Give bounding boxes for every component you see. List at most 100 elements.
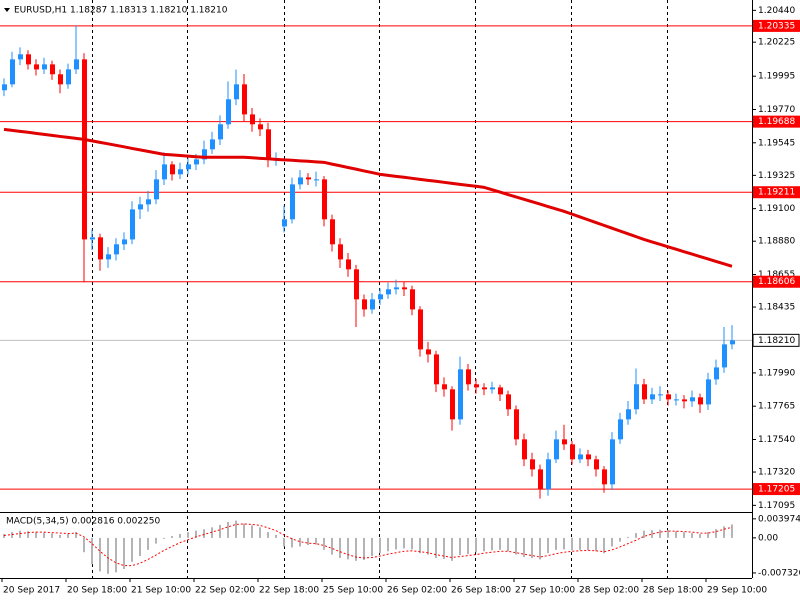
macd-bar xyxy=(307,537,309,546)
macd-bar xyxy=(99,537,101,572)
level-label-box xyxy=(753,115,800,128)
macd-bar xyxy=(339,537,341,558)
macd-bar xyxy=(67,534,69,538)
y-tick-label: 1.18655 xyxy=(758,270,795,280)
macd-bar xyxy=(235,520,237,538)
macd-bar xyxy=(539,537,541,560)
candle-body xyxy=(634,384,639,410)
menu-arrow xyxy=(4,8,10,12)
macd-bar xyxy=(667,530,669,538)
macd-bar xyxy=(139,537,141,557)
level-label-box xyxy=(753,186,800,199)
candle-body xyxy=(506,394,511,410)
moving-average xyxy=(3,127,733,268)
candle-body xyxy=(370,299,375,310)
candle-body xyxy=(322,179,327,220)
candle-body xyxy=(178,169,183,175)
candle-body xyxy=(106,254,111,260)
macd-bar xyxy=(619,537,621,542)
level-label-box xyxy=(753,483,800,496)
candle-body xyxy=(194,159,199,165)
macd-bar xyxy=(571,537,573,551)
macd-bar xyxy=(267,532,269,538)
candle-body xyxy=(170,164,175,175)
macd-bar xyxy=(219,524,221,538)
macd-bar xyxy=(251,525,253,538)
macd-bar xyxy=(467,537,469,555)
x-tick-label: 26 Sep 18:00 xyxy=(451,586,511,596)
macd-bar xyxy=(115,537,117,573)
macd-bar xyxy=(475,537,477,553)
level-label: 1.20335 xyxy=(758,21,795,31)
y-tick-label: 1.19770 xyxy=(758,105,795,115)
macd-bar xyxy=(155,537,157,544)
macd-bar xyxy=(691,533,693,538)
macd-bar xyxy=(83,537,85,553)
macd-signal xyxy=(3,523,733,567)
x-tick-label: 26 Sep 02:00 xyxy=(387,586,447,596)
macd-bar xyxy=(547,537,549,554)
candle-body xyxy=(186,164,191,170)
candle-body xyxy=(426,349,431,355)
candle-body xyxy=(346,259,351,270)
candle-body xyxy=(586,454,591,460)
macd-bar xyxy=(555,537,557,550)
candle-body xyxy=(658,394,663,396)
candle-body xyxy=(610,439,615,485)
level-label-box xyxy=(753,19,800,32)
macd-bar xyxy=(387,537,389,552)
macd-bar xyxy=(515,537,517,555)
candle-body xyxy=(202,149,207,160)
macd-bar xyxy=(283,537,285,547)
candle-body xyxy=(562,439,567,445)
candle-body xyxy=(10,59,15,85)
macd-bar xyxy=(35,532,37,538)
macd-bar xyxy=(243,523,245,538)
candle-body xyxy=(642,384,647,400)
macd-bar xyxy=(51,533,53,538)
macd-bar xyxy=(291,537,293,548)
candle-body xyxy=(154,179,159,200)
current-price-box xyxy=(752,333,800,347)
candle-body xyxy=(306,177,311,180)
macd-bar xyxy=(659,529,661,538)
macd-bar xyxy=(411,537,413,550)
macd-bar xyxy=(643,530,645,538)
candle-body xyxy=(146,199,151,205)
candle-body xyxy=(122,239,127,245)
macd-title: MACD(5,34,5) 0.002816 0.002250 xyxy=(6,517,161,527)
macd-bar xyxy=(187,532,189,538)
x-tick-label: 21 Sep 10:00 xyxy=(131,586,191,596)
candle-body xyxy=(162,164,167,180)
candle-body xyxy=(546,459,551,490)
candle-body xyxy=(698,397,703,405)
macd-bar xyxy=(523,537,525,558)
candle-body xyxy=(538,469,543,490)
macd-bar xyxy=(275,534,277,538)
y-tick-label: 1.17320 xyxy=(758,468,795,478)
y-tick-label: 1.20225 xyxy=(758,38,795,48)
x-tick-label: 29 Sep 10:00 xyxy=(707,586,767,596)
x-tick-label: 28 Sep 02:00 xyxy=(579,586,639,596)
current-price-label: 1.18210 xyxy=(758,336,795,346)
candle-body xyxy=(314,179,319,181)
candle-body xyxy=(330,219,335,245)
candle-body xyxy=(626,409,631,420)
chart-title: EURUSD,H1 1.18287 1.18313 1.18210 1.1821… xyxy=(14,6,228,16)
period-separators xyxy=(92,0,668,578)
macd-bar xyxy=(707,532,709,538)
candle-body xyxy=(74,59,79,70)
y-tick-label: 1.17095 xyxy=(758,501,795,511)
macd-bar xyxy=(107,537,109,574)
macd-bar xyxy=(731,524,733,538)
level-label: 1.19688 xyxy=(758,117,795,127)
candle-body xyxy=(234,84,239,100)
candle-body xyxy=(298,177,303,185)
candle-body xyxy=(50,64,55,75)
candle-body xyxy=(34,64,39,70)
candle-body xyxy=(114,244,119,255)
candle-body xyxy=(42,64,47,70)
candle-body xyxy=(402,287,407,290)
